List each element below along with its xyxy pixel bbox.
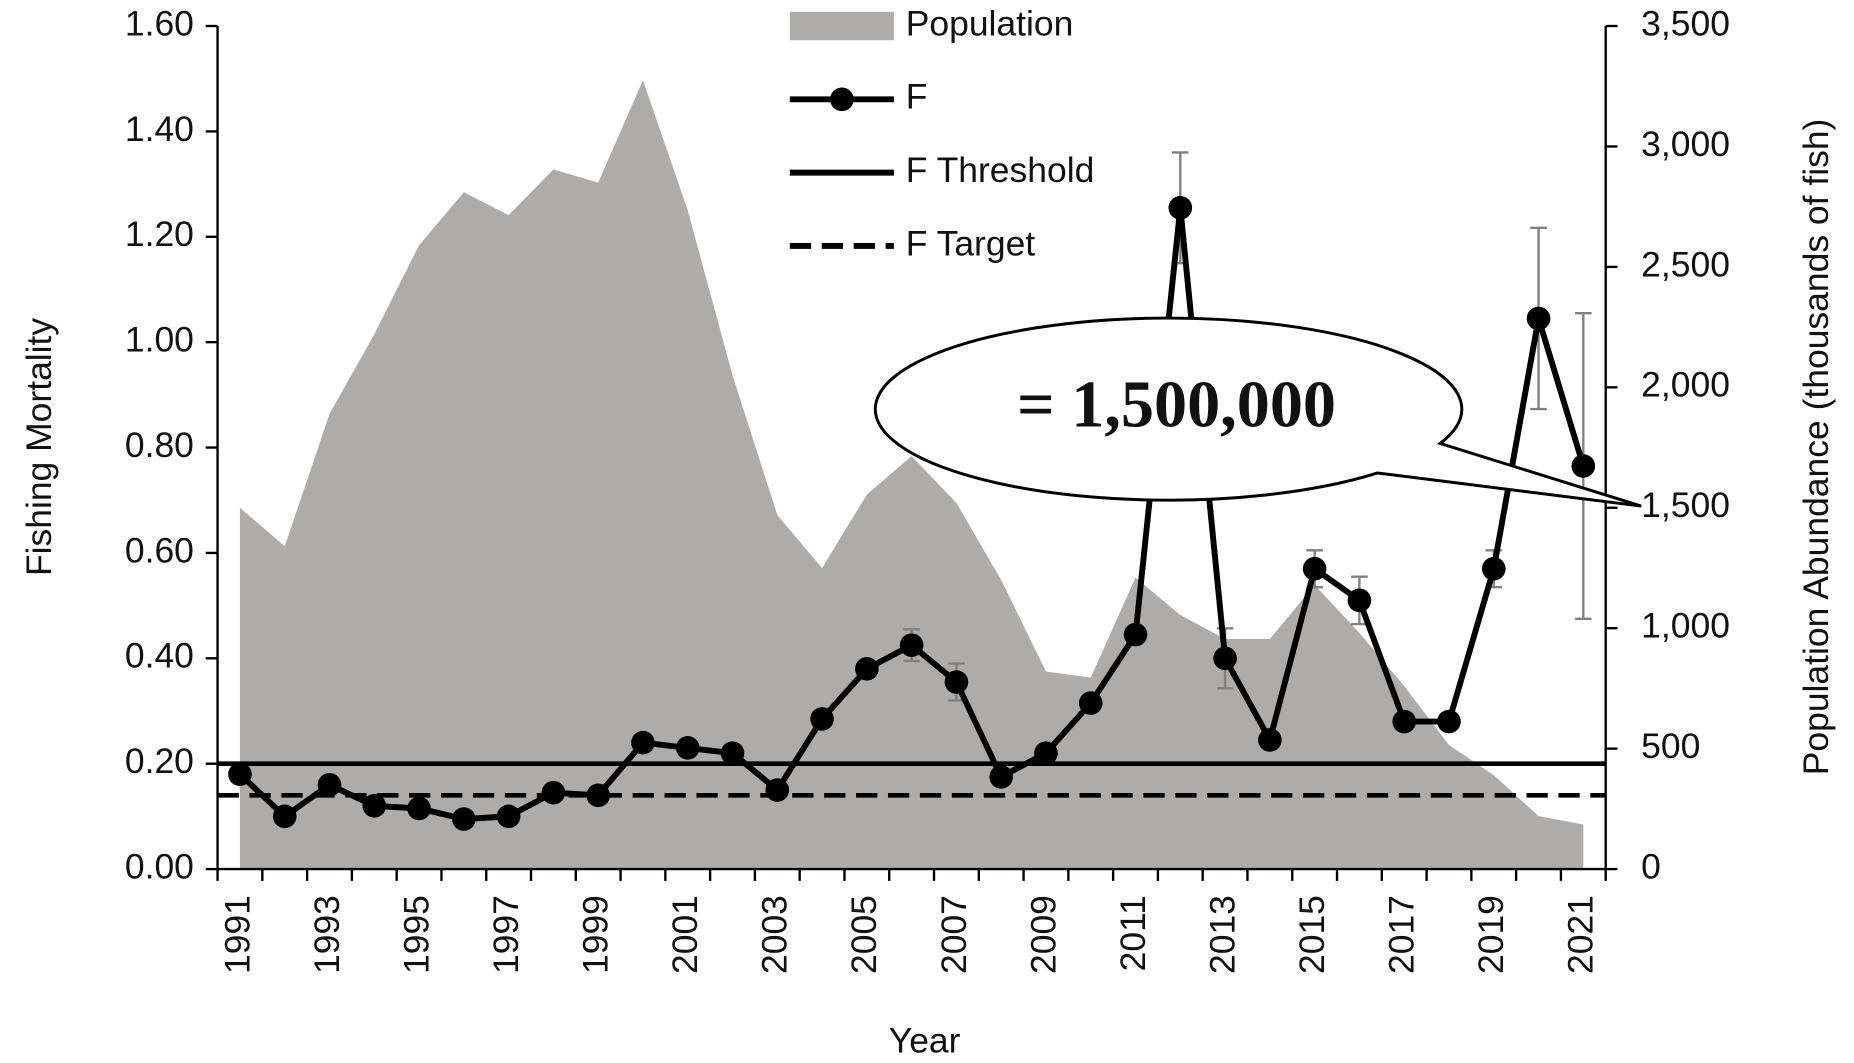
f-point [1481,556,1506,581]
legend-label: F Threshold [906,150,1095,190]
legend-label: Population [906,3,1074,43]
y-tick-label: 0.20 [125,741,194,781]
y-tick-label: 1.00 [125,320,194,360]
annotation: = 1,500,000 [1017,369,1336,442]
f-point [1437,709,1461,734]
f-point [1034,741,1058,765]
x-tick-label: 1995 [396,895,436,974]
x-tick-label: 2005 [844,895,884,974]
f-point [317,772,342,797]
f-point [272,804,297,829]
y2-tick-label: 1,000 [1641,606,1730,646]
callout-bubble [873,316,1642,508]
y2-tick-label: 1,500 [1641,485,1730,525]
f-point [1258,728,1282,752]
f-point [989,765,1014,789]
f-point [452,807,476,831]
x-tick-label: 1991 [217,895,257,974]
y2-tick-label: 500 [1641,726,1700,766]
f-point [675,736,700,760]
x-tick-label: 2019 [1471,895,1511,974]
f-point [765,778,790,802]
y2-tick-label: 0 [1641,846,1661,886]
y-axis-label: Fishing Mortality [19,318,59,576]
f-point [1302,556,1327,581]
x-tick-label: 1999 [576,895,616,974]
x-tick-label: 2007 [934,895,974,974]
f-point [1078,691,1103,715]
legend-label: F Target [906,223,1036,263]
y-tick-label: 1.40 [125,109,194,149]
x-tick-label: 2015 [1292,895,1332,974]
y-tick-label: 1.20 [125,214,194,254]
x-tick-label: 2009 [1023,895,1063,974]
f-point [720,741,745,765]
x-tick-label: 2013 [1202,895,1242,974]
f-point [944,670,969,694]
f-point [1347,588,1372,613]
y-tick-label: 0.00 [125,846,194,886]
y-tick-label: 0.60 [125,530,194,570]
f-point [228,762,252,787]
y-tick-label: 0.40 [125,636,194,676]
x-tick-label: 2001 [665,895,705,974]
population-area [239,80,1584,870]
f-point [541,780,566,805]
legend-swatch [789,11,894,41]
f-point [1123,622,1148,647]
x-axis-label: Year [889,1020,961,1060]
x-tick-label: 1993 [307,895,347,974]
legend: Population F F Threshold F Target [789,3,1095,263]
y2-tick-label: 2,500 [1641,244,1730,284]
y2-tick-label: 3,000 [1641,124,1730,164]
f-point [407,796,431,821]
legend-swatch [830,87,854,112]
x-tick-label: 2021 [1561,895,1601,974]
f-point [1526,306,1551,331]
x-tick-label: 2003 [755,895,795,974]
legend-label: F [906,77,928,117]
f-point [362,794,387,818]
f-point [899,633,924,657]
x-tick-label: 1997 [486,895,526,974]
y2-axis-label: Population Abundance (thousands of fish) [1796,119,1836,776]
y2-tick-label: 3,500 [1641,3,1730,43]
x-tick-label: 2017 [1382,895,1422,974]
x-tick-label: 2011 [1113,895,1153,971]
f-point [586,783,611,808]
f-point [1571,454,1596,478]
f-point [496,804,521,829]
f-point [855,657,879,681]
y-tick-label: 0.80 [125,425,194,465]
f-point [1392,709,1417,734]
f-point [631,730,655,755]
f-point [810,707,834,731]
y-tick-label: 1.60 [125,3,194,43]
y2-tick-label: 2,000 [1641,365,1730,405]
f-point [1213,646,1237,671]
callout: = 1,500,000 [873,316,1642,508]
f-point [1168,195,1193,220]
